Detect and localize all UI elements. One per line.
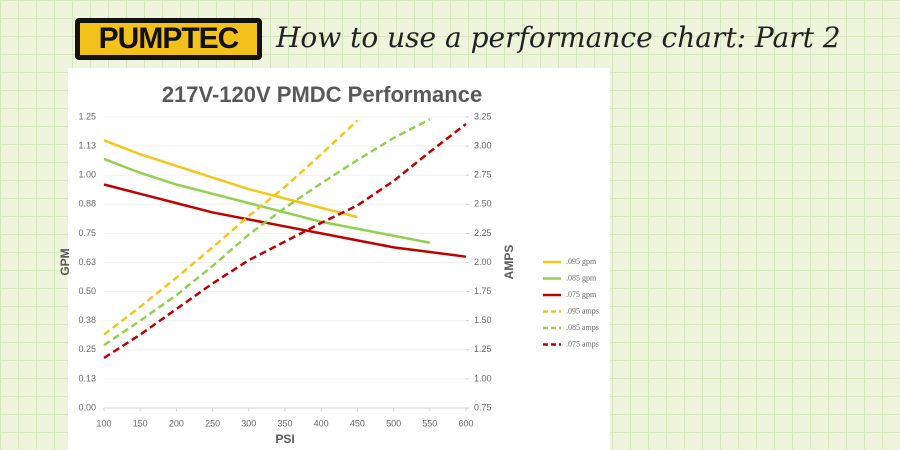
legend-label: .085 gpm <box>566 273 597 282</box>
y-tick-label: 0.50 <box>78 286 96 296</box>
y2-axis-label: AMPS <box>502 245 516 280</box>
series-line <box>103 157 431 244</box>
x-axis-label: PSI <box>275 432 294 446</box>
y-axis-label: GPM <box>58 248 72 275</box>
logo-text: PUMPTEC <box>80 23 257 55</box>
legend-label: .075 gpm <box>566 290 597 299</box>
x-tick-label: 300 <box>241 418 256 428</box>
legend-label: .075 amps <box>566 339 599 348</box>
legend-label: .095 amps <box>566 306 599 315</box>
y2-tick-label: 2.50 <box>474 199 492 209</box>
x-tick-label: 400 <box>314 418 329 428</box>
x-tick-label: 500 <box>386 418 401 428</box>
y-tick-label: 0.00 <box>78 402 96 412</box>
y-tick-label: 0.38 <box>78 315 96 325</box>
x-tick-label: 150 <box>133 418 148 428</box>
y2-tick-label: 1.50 <box>474 315 492 325</box>
series-line <box>103 139 358 219</box>
x-tick-label: 550 <box>422 418 437 428</box>
x-tick-label: 350 <box>277 418 292 428</box>
y-tick-label: 0.13 <box>78 373 96 383</box>
y2-tick-label: 1.75 <box>474 286 492 296</box>
y-tick-label: 1.13 <box>78 140 96 150</box>
y2-tick-label: 3.00 <box>474 140 492 150</box>
x-tick-label: 600 <box>458 418 473 428</box>
y-tick-label: 0.63 <box>78 257 96 267</box>
y-tick-label: 1.00 <box>78 170 96 180</box>
y2-tick-label: 1.25 <box>474 344 492 354</box>
series-line <box>103 122 467 359</box>
y-tick-label: 0.88 <box>78 199 96 209</box>
y-tick-label: 0.75 <box>78 228 96 238</box>
y-tick-label: 1.25 <box>78 111 96 121</box>
y2-tick-label: 1.00 <box>474 373 492 383</box>
series-line <box>103 183 467 258</box>
y2-tick-label: 2.00 <box>474 257 492 267</box>
x-tick-label: 450 <box>350 418 365 428</box>
legend-label: .085 amps <box>566 323 599 332</box>
y2-tick-label: 0.75 <box>474 402 492 412</box>
y2-tick-label: 2.75 <box>474 170 492 180</box>
heading: How to use a performance chart: Part 2 <box>276 21 841 54</box>
x-tick-label: 200 <box>169 418 184 428</box>
y-tick-label: 0.25 <box>78 344 96 354</box>
y2-tick-label: 2.25 <box>474 228 492 238</box>
chart-panel <box>68 68 610 450</box>
x-tick-label: 100 <box>96 418 111 428</box>
y2-tick-label: 3.25 <box>474 111 492 121</box>
legend-label: .095 gpm <box>566 257 597 266</box>
series-line <box>103 118 431 347</box>
chart-title: 217V-120V PMDC Performance <box>162 82 482 107</box>
logo: PUMPTEC <box>75 18 262 60</box>
x-tick-label: 250 <box>205 418 220 428</box>
